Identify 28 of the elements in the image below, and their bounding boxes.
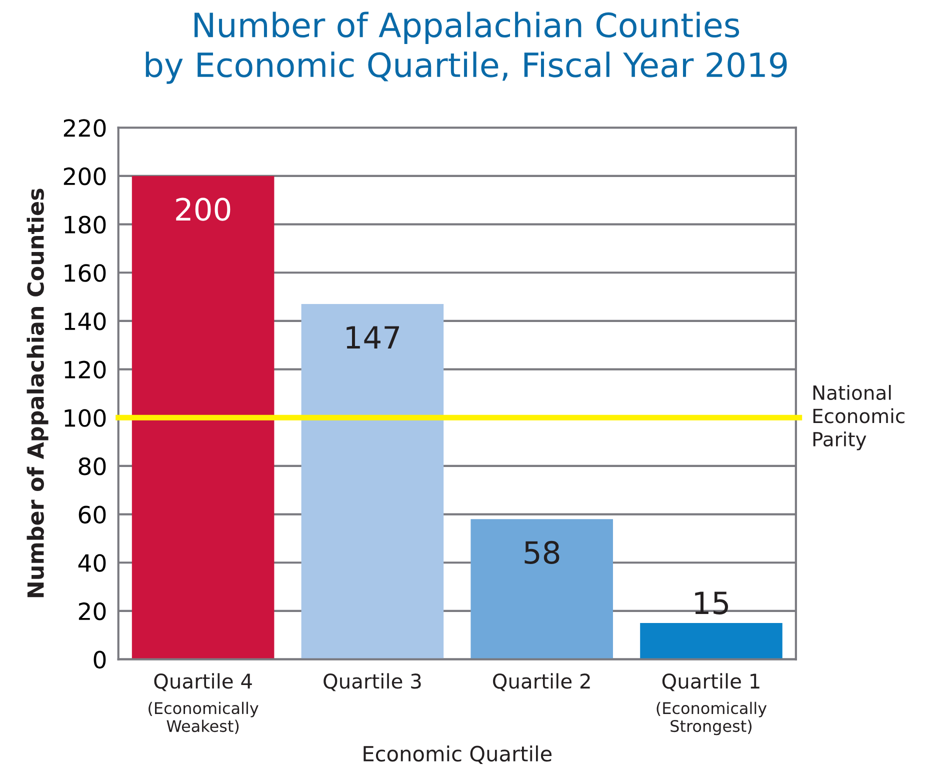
bar xyxy=(640,623,782,660)
data-label: 147 xyxy=(346,326,399,349)
data-label: 200 xyxy=(176,198,230,221)
y-tick-label: 60 xyxy=(78,506,106,524)
category-label: Quartile 1 (Economically Strongest) xyxy=(656,673,767,736)
y-tick-label: 120 xyxy=(64,360,106,379)
y-axis-title: Number of Appalachian Counties xyxy=(26,188,48,598)
y-tick-label: 200 xyxy=(64,167,106,186)
x-tick-label: Quartile 2 xyxy=(493,673,590,692)
y-tick-label: 220 xyxy=(64,119,106,137)
bar xyxy=(301,304,444,660)
data-label: 15 xyxy=(695,592,728,614)
chart-title: Number of Appalachian Counties by Economic Quartile, Fiscal Year 2019 xyxy=(146,12,787,84)
x-tick-label: Quartile 3 xyxy=(324,673,421,692)
y-tick-label: 20 xyxy=(78,602,106,620)
y-tick-label: 140 xyxy=(64,312,106,330)
bar xyxy=(470,519,613,660)
x-axis-title: Economic Quartile xyxy=(364,745,552,764)
y-tick-label: 180 xyxy=(64,216,106,234)
data-label: 58 xyxy=(524,540,560,564)
y-tick-label: 100 xyxy=(64,409,106,427)
y-tick-label: 80 xyxy=(78,457,106,476)
ref-line-label: National Economic Parity xyxy=(813,384,904,450)
y-tick-label: 0 xyxy=(94,650,106,669)
bar xyxy=(132,176,274,660)
category-label: Quartile 4 (Economically Weakest) xyxy=(148,673,258,734)
y-tick-label: 160 xyxy=(64,264,106,282)
y-tick-label: 40 xyxy=(78,554,106,572)
